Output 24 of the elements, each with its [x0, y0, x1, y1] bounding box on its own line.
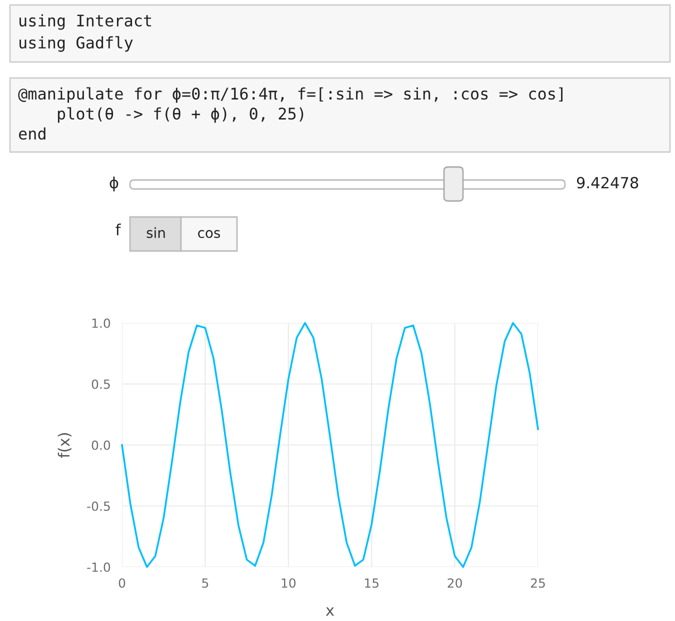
y-tick-label: -0.5 — [87, 501, 110, 511]
text: plot(θ -> f(θ + ϕ), 0, 25) — [58, 107, 304, 123]
y-tick-label: 0.0 — [92, 440, 110, 450]
x-tick-label: 5 — [202, 578, 208, 588]
text: using Gadfly — [20, 36, 133, 52]
x-tick-label: 25 — [530, 578, 545, 588]
text: @manipulate for ϕ=0:π/16:4π, f=[:sin => sin, :cos => cos] — [18, 87, 563, 103]
y-tick-label: -1.0 — [87, 562, 110, 572]
text: f — [116, 224, 121, 236]
line-series — [121, 322, 539, 568]
y-axis-title: f(x) — [58, 433, 72, 458]
x-tick-label: 10 — [282, 578, 296, 588]
text: sin — [146, 227, 165, 238]
x-axis-title: x — [326, 607, 334, 616]
y-tick-label: 1.0 — [92, 318, 110, 328]
text: using Interact — [20, 14, 152, 30]
x-tick-label: 0 — [118, 578, 126, 588]
text: end — [18, 127, 46, 140]
y-tick-label: 0.5 — [92, 379, 110, 389]
x-tick-label: 20 — [448, 578, 462, 588]
text: 9.42478 — [576, 176, 638, 188]
text: cos — [198, 230, 220, 238]
x-tick-label: 15 — [365, 578, 378, 588]
text: ϕ — [110, 176, 118, 192]
